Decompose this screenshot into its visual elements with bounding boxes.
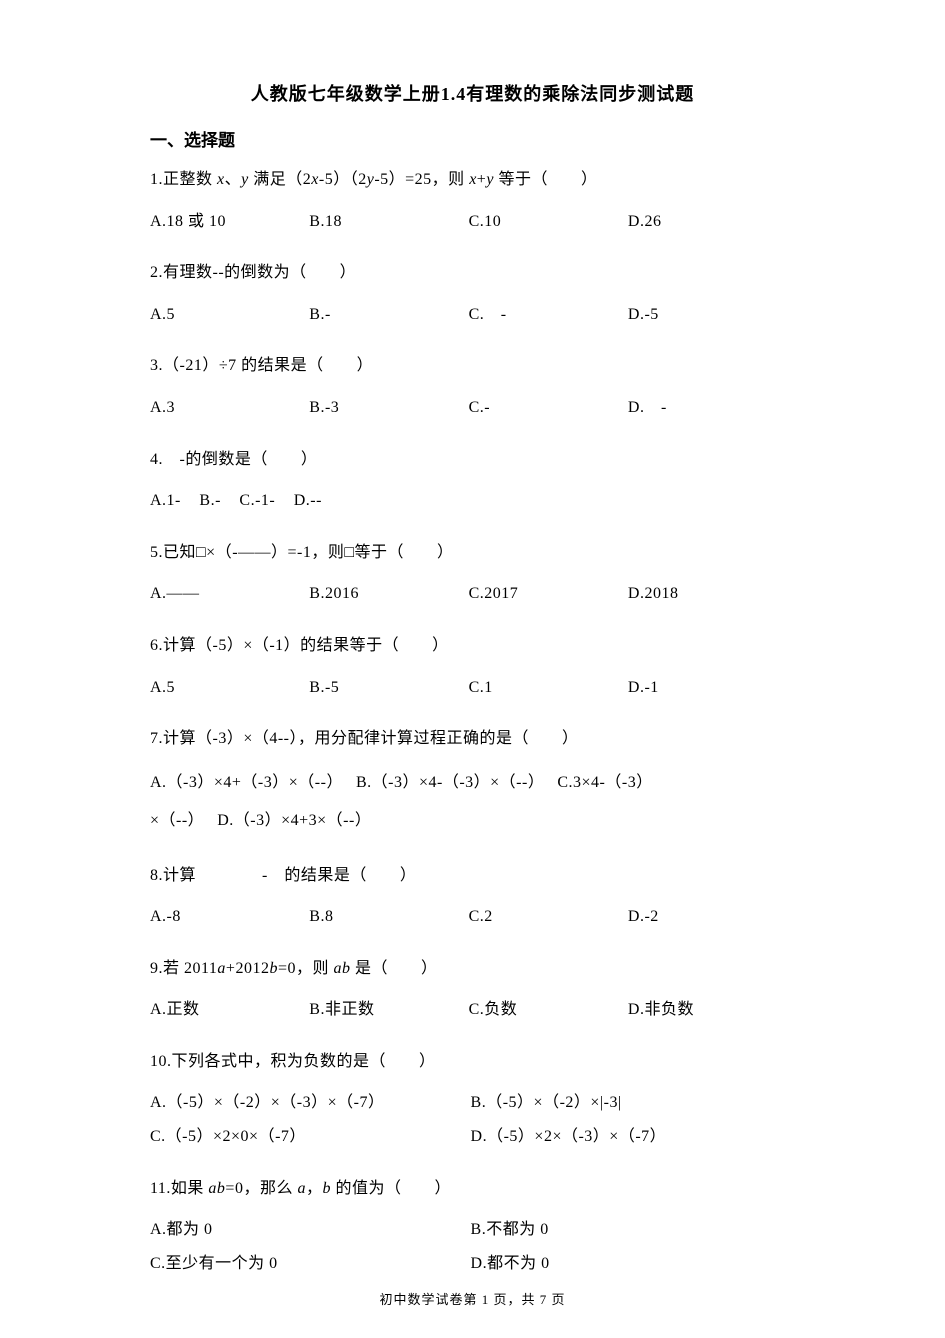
question-4-stem: 4. -的倒数是（ ） — [150, 443, 795, 477]
q7-option-c-part1: C.3×4-（-3） — [557, 774, 652, 791]
question-6-options: A.5 B.-5 C.1 D.-1 — [150, 671, 795, 705]
q3-option-b: B.-3 — [309, 391, 464, 425]
q11-option-c: C.至少有一个为 0 — [150, 1247, 466, 1281]
q8-option-a: A.-8 — [150, 900, 305, 934]
q10-option-a: A.（-5）×（-2）×（-3）×（-7） — [150, 1086, 466, 1120]
q1-option-d: D.26 — [628, 205, 783, 239]
q1-option-b: B.18 — [309, 205, 464, 239]
question-8-options: A.-8 B.8 C.2 D.-2 — [150, 900, 795, 934]
q9-option-c: C.负数 — [469, 993, 624, 1027]
q5-option-b: B.2016 — [309, 577, 464, 611]
question-2-stem: 2.有理数--的倒数为（ ） — [150, 256, 795, 290]
question-3-options: A.3 B.-3 C.- D. - — [150, 391, 795, 425]
q11-option-b: B.不都为 0 — [471, 1213, 787, 1247]
question-9-stem: 9.若 2011a+2012b=0，则 ab 是（ ） — [150, 952, 795, 986]
q3-option-a: A.3 — [150, 391, 305, 425]
q3-option-d: D. - — [628, 391, 783, 425]
q4-option-a: A.1- — [150, 484, 181, 518]
question-1-stem: 1.正整数 x、y 满足（2x-5）（2y-5）=25，则 x+y 等于（ ） — [150, 163, 795, 197]
q4-option-c: C.-1- — [239, 484, 275, 518]
question-6-stem: 6.计算（-5）×（-1）的结果等于（ ） — [150, 629, 795, 663]
q2-option-a: A.5 — [150, 298, 305, 332]
question-10-stem: 10.下列各式中，积为负数的是（ ） — [150, 1045, 795, 1079]
question-11-stem: 11.如果 ab=0，那么 a，b 的值为（ ） — [150, 1172, 795, 1206]
q4-option-b: B.- — [199, 484, 221, 518]
q8-option-c: C.2 — [469, 900, 624, 934]
question-4-options: A.1- B.- C.-1- D.-- — [150, 484, 795, 518]
question-11-options: A.都为 0 B.不都为 0 C.至少有一个为 0 D.都不为 0 — [150, 1213, 795, 1280]
q1-option-a: A.18 或 10 — [150, 205, 305, 239]
question-5-stem: 5.已知□×（-——）=-1，则□等于（ ） — [150, 536, 795, 570]
question-2-options: A.5 B.- C. - D.-5 — [150, 298, 795, 332]
q2-option-c: C. - — [469, 298, 624, 332]
page: 人教版七年级数学上册1.4有理数的乘除法同步测试题 一、选择题 1.正整数 x、… — [0, 0, 945, 1338]
q8-option-d: D.-2 — [628, 900, 783, 934]
question-8-stem: 8.计算 - 的结果是（ ） — [150, 859, 795, 893]
q7-option-d: D.（-3）×4+3×（--） — [217, 812, 371, 829]
q10-option-b: B.（-5）×（-2）×|-3| — [471, 1086, 787, 1120]
q7-option-b: B.（-3）×4-（-3）×（--） — [356, 774, 536, 791]
q4-option-d: D.-- — [294, 484, 322, 518]
q6-option-d: D.-1 — [628, 671, 783, 705]
q5-option-d: D.2018 — [628, 577, 783, 611]
question-3-stem: 3.（-21）÷7 的结果是（ ） — [150, 349, 795, 383]
document-title: 人教版七年级数学上册1.4有理数的乘除法同步测试题 — [150, 80, 795, 106]
question-5-options: A.—— B.2016 C.2017 D.2018 — [150, 577, 795, 611]
q2-option-b: B.- — [309, 298, 464, 332]
q3-option-c: C.- — [469, 391, 624, 425]
q6-option-b: B.-5 — [309, 671, 464, 705]
page-footer: 初中数学试卷第 1 页，共 7 页 — [0, 1289, 945, 1308]
question-7-stem: 7.计算（-3）×（4--），用分配律计算过程正确的是（ ） — [150, 722, 795, 756]
q6-option-a: A.5 — [150, 671, 305, 705]
q11-option-a: A.都为 0 — [150, 1213, 466, 1247]
question-1-options: A.18 或 10 B.18 C.10 D.26 — [150, 205, 795, 239]
q5-option-a: A.—— — [150, 577, 305, 611]
q10-option-c: C.（-5）×2×0×（-7） — [150, 1120, 466, 1154]
q1-option-c: C.10 — [469, 205, 624, 239]
q2-option-d: D.-5 — [628, 298, 783, 332]
q9-option-b: B.非正数 — [309, 993, 464, 1027]
q7-option-a: A.（-3）×4+（-3）×（--） — [150, 774, 335, 791]
q9-option-a: A.正数 — [150, 993, 305, 1027]
question-10-options: A.（-5）×（-2）×（-3）×（-7） B.（-5）×（-2）×|-3| C… — [150, 1086, 795, 1153]
section-heading-1: 一、选择题 — [150, 126, 795, 151]
question-7-options: A.（-3）×4+（-3）×（--） B.（-3）×4-（-3）×（--） C.… — [150, 764, 795, 841]
q5-option-c: C.2017 — [469, 577, 624, 611]
q9-option-d: D.非负数 — [628, 993, 783, 1027]
q8-option-b: B.8 — [309, 900, 464, 934]
q7-option-c-part2: ×（--） — [150, 812, 196, 829]
q10-option-d: D.（-5）×2×（-3）×（-7） — [471, 1120, 787, 1154]
q11-option-d: D.都不为 0 — [471, 1247, 787, 1281]
question-9-options: A.正数 B.非正数 C.负数 D.非负数 — [150, 993, 795, 1027]
q6-option-c: C.1 — [469, 671, 624, 705]
